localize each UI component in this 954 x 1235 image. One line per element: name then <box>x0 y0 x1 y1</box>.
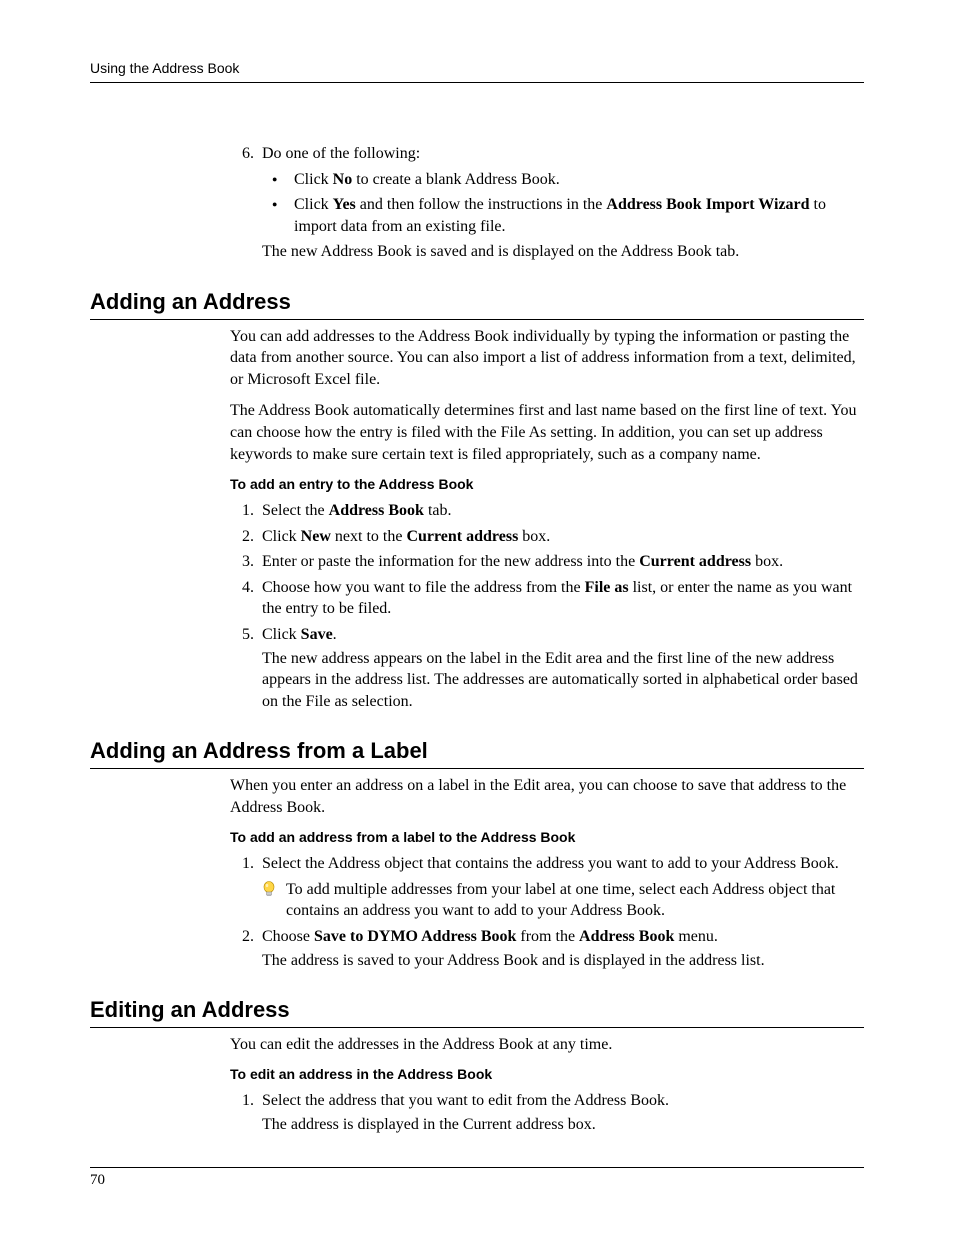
paragraph: The new Address Book is saved and is dis… <box>262 241 864 263</box>
list-item: Click Save. The new address appears on t… <box>258 624 864 712</box>
bold-text: Current address <box>406 528 518 545</box>
page: Using the Address Book Do one of the fol… <box>0 0 954 1235</box>
text: menu. <box>674 928 718 945</box>
bold-text: File as <box>585 579 629 596</box>
tip-text: To add multiple addresses from your labe… <box>286 879 864 922</box>
list-item: Enter or paste the information for the n… <box>258 551 864 573</box>
procedure-heading: To add an entry to the Address Book <box>230 475 864 494</box>
text: Select the <box>262 502 329 519</box>
text: next to the <box>331 528 407 545</box>
procedure-list: Select the address that you want to edit… <box>230 1090 864 1135</box>
text: Enter or paste the information for the n… <box>262 553 639 570</box>
paragraph: You can edit the addresses in the Addres… <box>230 1034 864 1056</box>
text: Select the Address object that contains … <box>262 855 839 872</box>
text: Select the address that you want to edit… <box>262 1092 669 1109</box>
text: Click <box>262 528 301 545</box>
text: box. <box>518 528 550 545</box>
list-item: Choose how you want to file the address … <box>258 577 864 620</box>
paragraph: When you enter an address on a label in … <box>230 775 864 818</box>
text: Choose <box>262 928 314 945</box>
text: Click <box>294 196 333 213</box>
procedure-list: Select the Address object that contains … <box>230 853 864 971</box>
text: to create a blank Address Book. <box>352 171 560 188</box>
content-column: Do one of the following: Click No to cre… <box>230 143 864 1136</box>
list-item: Select the Address Book tab. <box>258 500 864 522</box>
procedure-heading: To add an address from a label to the Ad… <box>230 828 864 847</box>
text: from the <box>516 928 579 945</box>
bold-text: New <box>301 528 331 545</box>
bold-text: Current address <box>639 553 751 570</box>
list-item: Do one of the following: Click No to cre… <box>258 143 864 263</box>
section-heading-editing-address: Editing an Address <box>90 995 864 1028</box>
text: . <box>333 626 337 643</box>
procedure-list: Select the Address Book tab. Click New n… <box>230 500 864 712</box>
bold-text: Save to DYMO Address Book <box>314 928 516 945</box>
page-footer: 70 <box>90 1167 864 1189</box>
list-item: Select the address that you want to edit… <box>258 1090 864 1135</box>
text: tab. <box>424 502 452 519</box>
bold-text: Yes <box>333 196 356 213</box>
bold-text: Address Book Import Wizard <box>606 196 809 213</box>
text: Click <box>294 171 333 188</box>
paragraph: The address is saved to your Address Boo… <box>262 950 864 972</box>
paragraph: The new address appears on the label in … <box>262 648 864 713</box>
section-heading-adding-address: Adding an Address <box>90 287 864 320</box>
list-item: Click New next to the Current address bo… <box>258 526 864 548</box>
list-item: Select the Address object that contains … <box>258 853 864 922</box>
text: and then follow the instructions in the <box>356 196 607 213</box>
bullet-list: Click No to create a blank Address Book.… <box>262 169 864 238</box>
bold-text: Address Book <box>329 502 424 519</box>
text: Choose how you want to file the address … <box>262 579 585 596</box>
bold-text: Save <box>301 626 333 643</box>
text: box. <box>751 553 783 570</box>
lightbulb-icon <box>262 881 276 899</box>
section-heading-adding-from-label: Adding an Address from a Label <box>90 736 864 769</box>
paragraph: The Address Book automatically determine… <box>230 400 864 465</box>
running-head: Using the Address Book <box>90 60 864 83</box>
text: Click <box>262 626 301 643</box>
paragraph: You can add addresses to the Address Boo… <box>230 326 864 391</box>
list-item: Click Yes and then follow the instructio… <box>290 194 864 237</box>
intro-ordered-list: Do one of the following: Click No to cre… <box>230 143 864 263</box>
list-item: Click No to create a blank Address Book. <box>290 169 864 191</box>
bold-text: Address Book <box>579 928 674 945</box>
page-number: 70 <box>90 1172 105 1188</box>
bold-text: No <box>333 171 353 188</box>
procedure-heading: To edit an address in the Address Book <box>230 1065 864 1084</box>
list-item: Choose Save to DYMO Address Book from th… <box>258 926 864 971</box>
paragraph: The address is displayed in the Current … <box>262 1114 864 1136</box>
list-item-lead: Do one of the following: <box>262 145 420 162</box>
tip: To add multiple addresses from your labe… <box>262 879 864 922</box>
